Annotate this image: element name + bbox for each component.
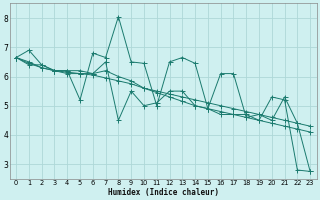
X-axis label: Humidex (Indice chaleur): Humidex (Indice chaleur) [108, 188, 219, 197]
